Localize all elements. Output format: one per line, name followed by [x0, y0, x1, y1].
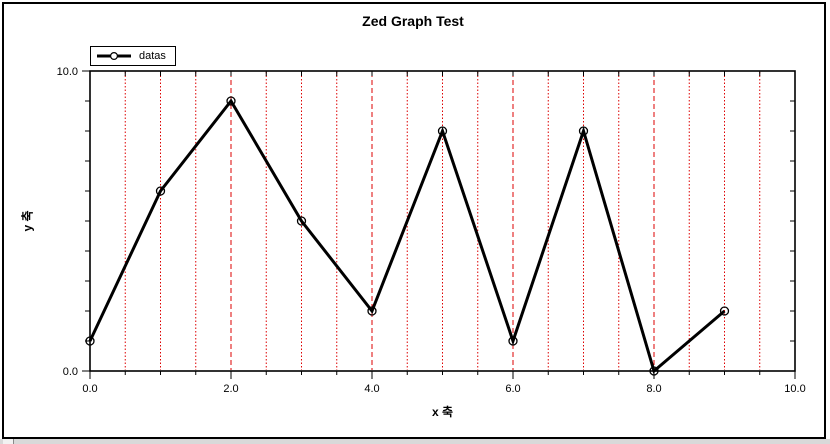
form-background-strip: [0, 439, 830, 444]
x-tick-label: 2.0: [223, 383, 238, 395]
series-marker: [155, 186, 166, 196]
legend: datas: [90, 46, 176, 66]
legend-label: datas: [139, 50, 166, 62]
x-tick-label: 4.0: [364, 383, 379, 395]
series-marker: [719, 306, 730, 316]
series-line: [88, 98, 726, 374]
series-marker: [226, 96, 236, 106]
resize-grip: [3, 439, 14, 444]
x-tick-label: 6.0: [505, 383, 520, 395]
chart-title: Zed Graph Test: [362, 13, 464, 29]
x-tick-label: 0.0: [82, 383, 97, 395]
series-marker: [437, 126, 448, 136]
series-marker: [296, 216, 307, 226]
series-marker: [578, 126, 589, 136]
y-axis-title: y 축: [20, 210, 35, 232]
plot-border: [89, 70, 796, 372]
series-marker: [367, 306, 377, 316]
x-axis-title: x 축: [431, 405, 454, 419]
zedgraph-control[interactable]: [2, 2, 826, 439]
x-tick-label: 10.0: [784, 383, 805, 395]
y-tick-label: 10.0: [57, 66, 78, 78]
y-tick-label: 0.0: [63, 366, 78, 378]
series-marker: [85, 336, 95, 346]
legend-line-marker-icon: [97, 51, 131, 61]
series-marker: [649, 366, 659, 376]
series-marker: [508, 336, 518, 346]
x-tick-label: 8.0: [646, 383, 661, 395]
